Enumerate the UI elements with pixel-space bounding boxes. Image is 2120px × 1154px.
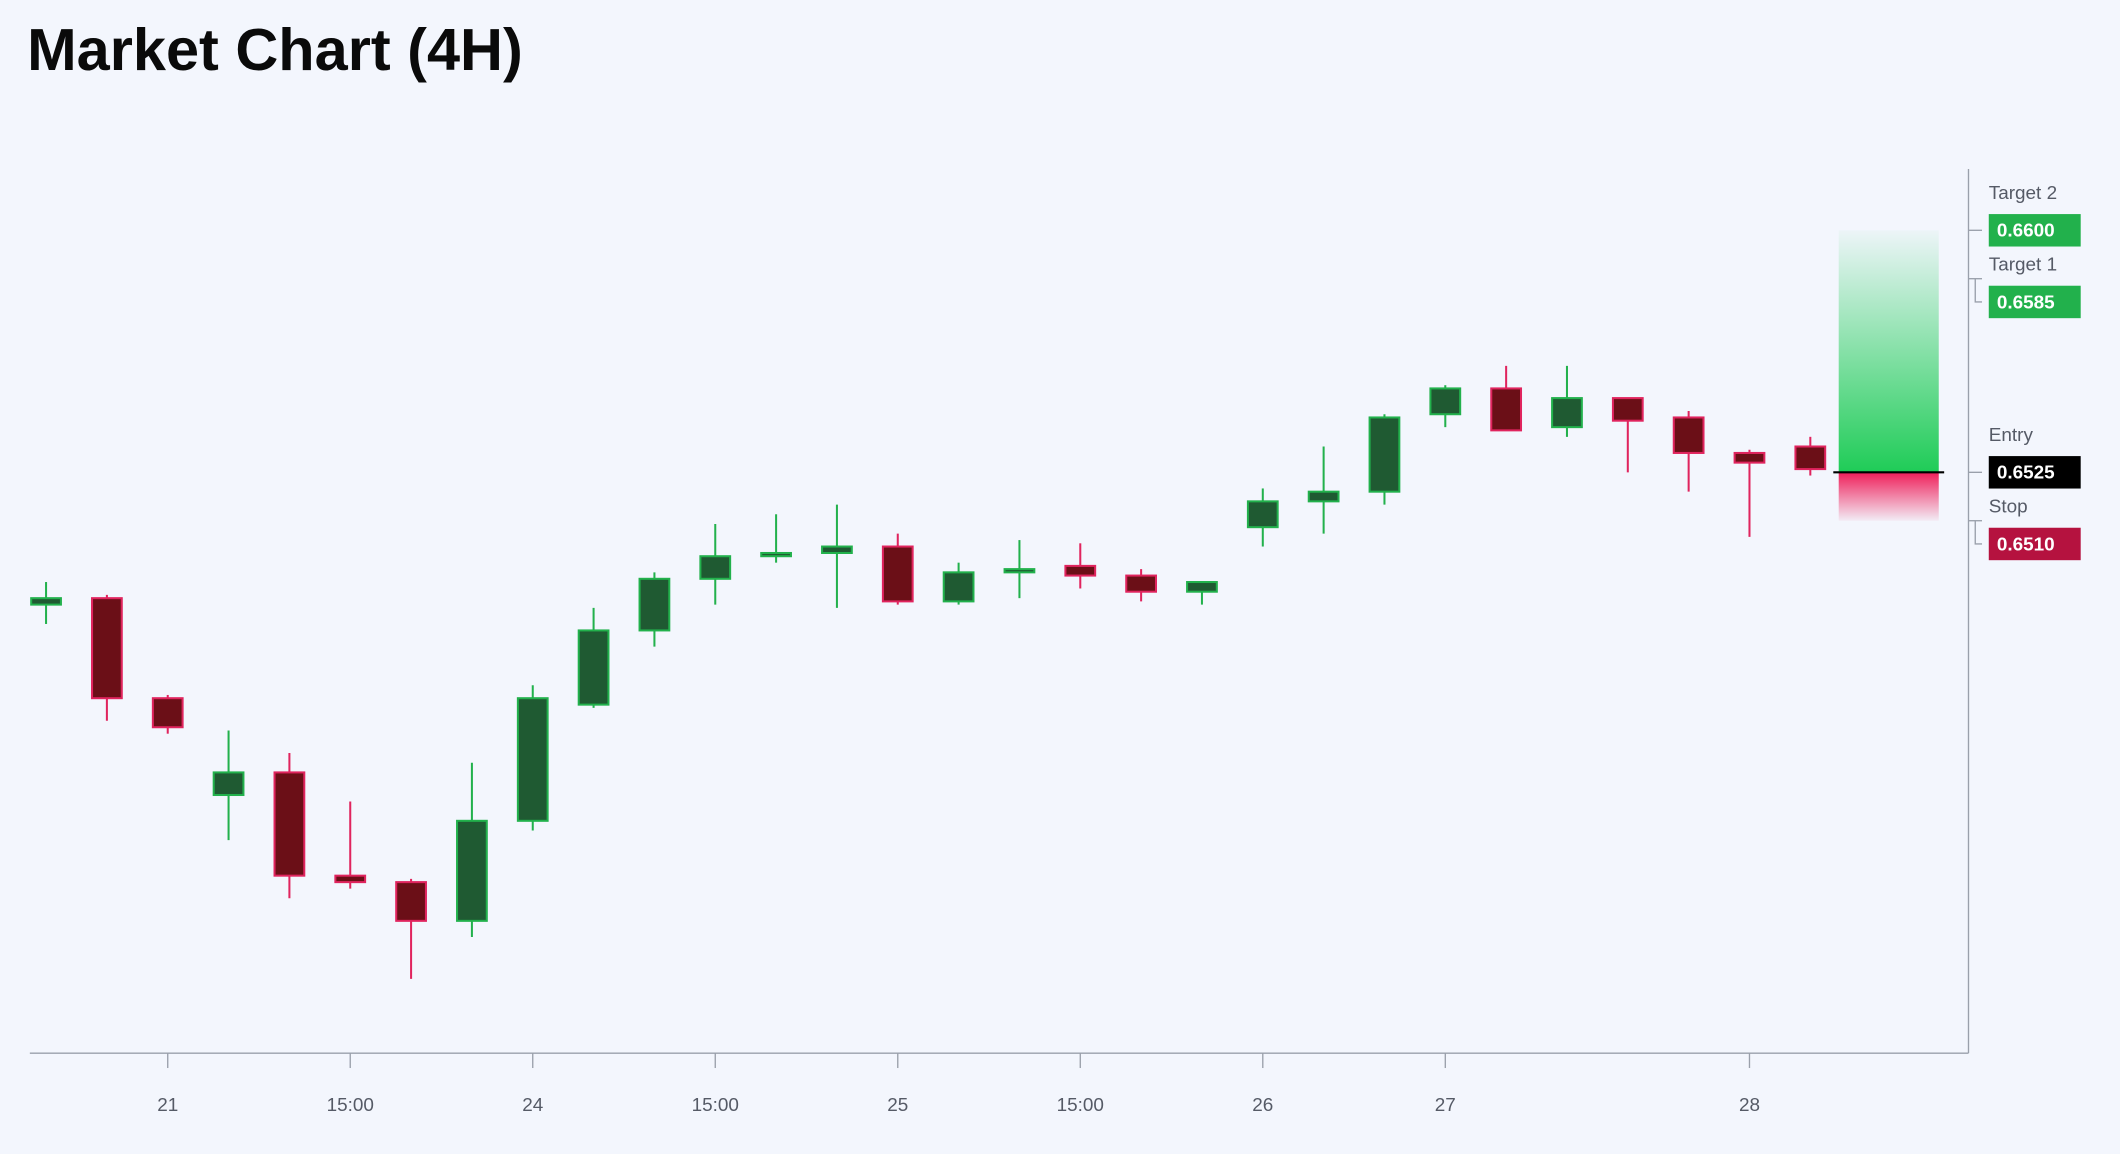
candle-body bbox=[1490, 387, 1523, 432]
candle-body bbox=[1246, 500, 1279, 529]
level-name: Stop bbox=[1989, 496, 2028, 517]
candle-body bbox=[1429, 387, 1462, 416]
candle-body bbox=[1125, 574, 1158, 593]
loss-zone bbox=[1838, 472, 1939, 521]
level-value: 0.6600 bbox=[1997, 221, 2055, 242]
candle-body bbox=[942, 571, 975, 603]
label-connector bbox=[1974, 278, 1983, 303]
candle-body bbox=[212, 771, 245, 797]
candle-body bbox=[456, 819, 488, 922]
candle-body bbox=[395, 881, 427, 922]
x-tick-label: 15:00 bbox=[692, 1095, 739, 1116]
x-tick-label: 25 bbox=[887, 1095, 908, 1116]
level-badge bbox=[1988, 285, 2081, 319]
x-tick-label: 27 bbox=[1435, 1095, 1456, 1116]
candle-body bbox=[760, 551, 792, 558]
candle-body bbox=[273, 771, 306, 877]
candle-body bbox=[91, 597, 123, 700]
candle-body bbox=[516, 697, 549, 822]
candle-body bbox=[1368, 416, 1401, 493]
candle-body bbox=[1794, 445, 1827, 471]
profit-zone bbox=[1838, 230, 1939, 473]
level-name: Target 2 bbox=[1989, 183, 2057, 204]
x-tick-label: 15:00 bbox=[327, 1095, 374, 1116]
x-tick-label: 15:00 bbox=[1057, 1095, 1104, 1116]
level-badge bbox=[1988, 456, 2081, 489]
candle-body bbox=[1733, 451, 1766, 464]
candle-body bbox=[1307, 490, 1340, 503]
candle-body bbox=[1611, 397, 1644, 422]
candle-body bbox=[577, 629, 610, 706]
candle-body bbox=[1064, 564, 1097, 577]
x-tick-label: 28 bbox=[1739, 1095, 1760, 1116]
candle-body bbox=[699, 555, 732, 580]
x-tick-label: 21 bbox=[157, 1095, 178, 1116]
candle-body bbox=[638, 577, 671, 632]
candle-body bbox=[334, 874, 367, 884]
level-value: 0.6585 bbox=[1997, 292, 2055, 313]
level-name: Target 1 bbox=[1989, 254, 2057, 275]
level-name: Entry bbox=[1989, 425, 2034, 446]
level-badge bbox=[1988, 527, 2081, 561]
candle-body bbox=[1186, 581, 1218, 593]
level-value: 0.6510 bbox=[1997, 534, 2055, 555]
x-tick-label: 24 bbox=[522, 1095, 543, 1116]
candle-body bbox=[821, 545, 853, 554]
candle-body bbox=[151, 697, 184, 729]
level-badge bbox=[1988, 214, 2081, 247]
candle-body bbox=[1551, 397, 1583, 429]
level-value: 0.6525 bbox=[1997, 463, 2055, 484]
candle-body bbox=[30, 597, 62, 606]
candle-body bbox=[881, 545, 914, 603]
x-tick-label: 26 bbox=[1252, 1095, 1273, 1116]
label-connector bbox=[1974, 520, 1983, 545]
candle-body bbox=[1672, 416, 1705, 454]
chart-title: Market Chart (4H) bbox=[27, 16, 523, 83]
candle-body bbox=[1003, 568, 1036, 574]
